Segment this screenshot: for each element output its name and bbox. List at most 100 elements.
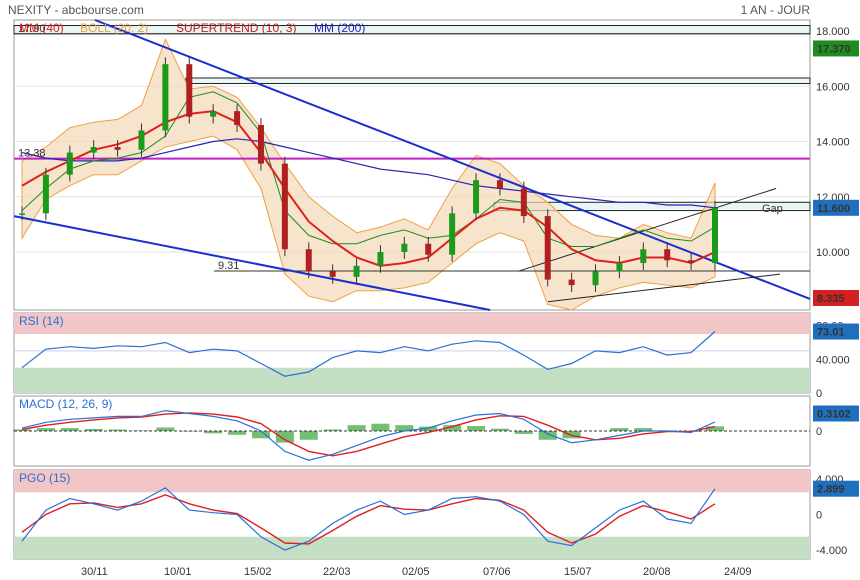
macd-last-tag: 0.3102 xyxy=(817,409,851,421)
macd-histogram-bar xyxy=(228,431,247,435)
macd-last-tag-box xyxy=(813,405,859,422)
supertrend-line xyxy=(21,91,716,247)
price-candle xyxy=(496,180,503,189)
pgo-y-tick-1: 0 xyxy=(816,510,822,522)
macd-histogram-bar xyxy=(562,431,581,439)
macd-histogram-bar xyxy=(13,429,31,431)
price-candle xyxy=(568,279,575,286)
macd-histogram-bar xyxy=(251,431,270,439)
pgo-line xyxy=(21,487,716,551)
price-y-tick-4: 10.000 xyxy=(816,247,850,259)
price-candle xyxy=(544,216,551,280)
pgo-signal-line xyxy=(21,494,716,545)
x-tick-7: 20/08 xyxy=(643,566,671,578)
macd-histogram-bar xyxy=(84,428,103,431)
price-candle xyxy=(353,265,360,277)
price-candle xyxy=(114,147,121,150)
price-candle xyxy=(66,152,73,175)
price-tag-0: 17.370 xyxy=(817,43,851,55)
level-label-0: 17.90 xyxy=(18,23,46,35)
macd-histogram-bar xyxy=(108,429,127,431)
x-tick-4: 02/05 xyxy=(402,566,430,578)
price-candle xyxy=(90,147,97,153)
price-tag-1: 11.600 xyxy=(817,203,850,215)
gap-annotation: Gap xyxy=(762,203,783,215)
macd-histogram-bar xyxy=(275,431,294,443)
macd-legend-0: MACD (12, 26, 9) xyxy=(19,397,112,411)
macd-histogram-bar xyxy=(467,426,486,431)
price-y-tick-0: 18.000 xyxy=(816,26,850,38)
rsi-y-tick-1: 40.000 xyxy=(816,354,850,366)
price-candle xyxy=(688,260,695,264)
rsi-line xyxy=(21,331,716,377)
macd-line xyxy=(21,409,716,461)
rsi-last-tag: 73.01 xyxy=(817,327,845,339)
price-candle xyxy=(329,271,336,277)
channel-line-lower xyxy=(547,273,781,303)
price-candle xyxy=(257,124,264,164)
price-legend-1: BOLL (20, 2) xyxy=(80,21,148,35)
macd-histogram-bar xyxy=(323,429,342,431)
macd-histogram-bar xyxy=(347,425,366,431)
price-candle xyxy=(425,243,432,255)
price-legend-2: SUPERTREND (10, 3) xyxy=(176,21,296,35)
x-tick-3: 22/03 xyxy=(323,566,351,578)
price-candle xyxy=(138,130,145,150)
price-candle xyxy=(449,213,456,255)
price-candle xyxy=(401,243,408,252)
macd-y-tick-0: 0 xyxy=(816,426,822,438)
price-y-tick-2: 14.000 xyxy=(816,137,850,149)
price-candle xyxy=(162,64,169,131)
price-candle xyxy=(592,271,599,286)
price-legend-0: MM (40) xyxy=(19,21,64,35)
macd-histogram-bar xyxy=(419,426,438,431)
price-candle xyxy=(616,263,623,272)
price-legend-3: MM (200) xyxy=(314,21,365,35)
rsi-legend-0: RSI (14) xyxy=(19,314,64,328)
x-tick-6: 15/07 xyxy=(564,566,592,578)
macd-histogram-bar xyxy=(634,428,653,431)
macd-histogram-bar xyxy=(371,423,390,431)
price-tag-0-box xyxy=(813,40,859,57)
price-candle xyxy=(42,174,49,214)
macd-histogram-bar xyxy=(490,428,509,431)
rsi-y-tick-2: 0 xyxy=(816,388,822,400)
price-tag-1-box xyxy=(813,199,859,216)
macd-histogram-bar xyxy=(538,431,557,440)
downtrend-line-lower xyxy=(13,215,491,311)
macd-histogram-bar xyxy=(204,431,223,434)
pgo-overbought-zone xyxy=(14,470,810,493)
price-candle xyxy=(281,163,288,250)
level-label-2: 9.31 xyxy=(218,260,239,272)
x-tick-8: 24/09 xyxy=(724,566,752,578)
price-candle xyxy=(520,188,527,217)
price-candle xyxy=(305,249,312,272)
x-tick-1: 10/01 xyxy=(164,566,192,578)
pgo-legend-0: PGO (15) xyxy=(19,471,70,485)
macd-histogram-bar xyxy=(156,427,175,431)
price-candle xyxy=(234,111,241,125)
level-label-1: 13.38 xyxy=(18,148,46,160)
resistance-zone-1 xyxy=(185,77,811,85)
macd-histogram-bar xyxy=(60,428,79,431)
price-candle xyxy=(377,252,384,266)
mm200-line xyxy=(21,138,716,209)
price-candle xyxy=(473,180,480,214)
price-candle xyxy=(640,249,647,264)
macd-histogram-bar xyxy=(395,425,414,431)
price-candle xyxy=(712,207,718,264)
rsi-oversold-zone xyxy=(14,367,810,393)
macd-histogram-bar xyxy=(610,428,629,431)
macd-histogram-bar xyxy=(299,431,318,440)
channel-line-upper xyxy=(517,188,777,272)
price-candle xyxy=(19,213,25,215)
pgo-oversold-zone xyxy=(14,536,810,559)
x-tick-2: 15/02 xyxy=(244,566,272,578)
downtrend-line-upper xyxy=(94,19,811,300)
mm40-line xyxy=(21,110,716,267)
pgo-y-tick-2: -4.000 xyxy=(816,545,847,557)
price-y-tick-1: 16.000 xyxy=(816,81,850,93)
price-candle xyxy=(210,111,217,117)
price-tag-2-box xyxy=(813,289,859,306)
